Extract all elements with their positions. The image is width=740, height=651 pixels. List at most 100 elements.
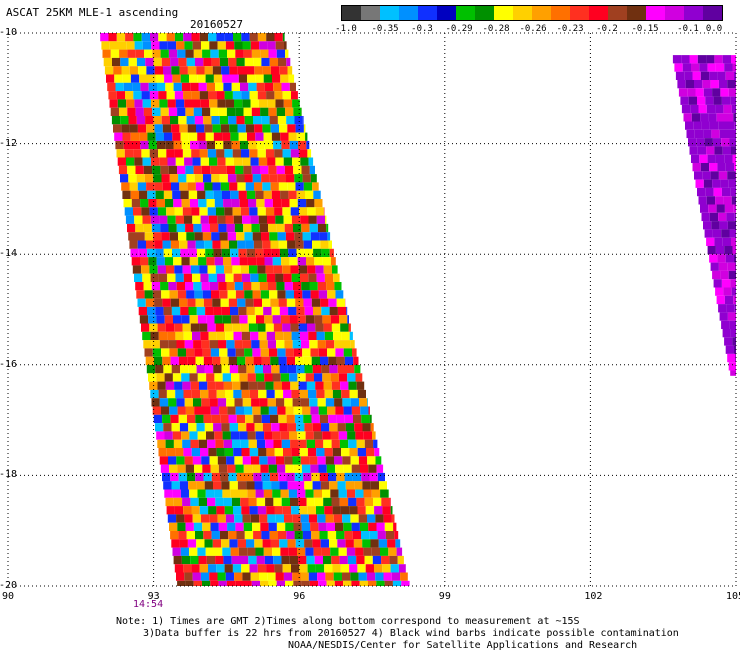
- data-cell: [271, 241, 279, 249]
- data-cell: [149, 83, 157, 91]
- data-cell: [349, 324, 351, 332]
- data-cell: [177, 581, 185, 586]
- data-cell: [228, 116, 236, 124]
- data-cell: [258, 91, 266, 99]
- data-cell: [719, 263, 727, 271]
- data-cell: [273, 315, 281, 323]
- data-cell: [185, 224, 193, 232]
- data-cell: [211, 348, 219, 356]
- data-cell: [227, 581, 235, 586]
- data-cell: [266, 207, 274, 215]
- data-cell: [356, 373, 363, 381]
- data-cell: [175, 332, 183, 340]
- data-cell: [166, 498, 174, 506]
- data-cell: [347, 548, 355, 556]
- data-cell: [728, 312, 736, 320]
- data-cell: [190, 141, 198, 149]
- data-cell: [192, 390, 200, 398]
- data-cell: [372, 548, 380, 556]
- data-cell: [304, 241, 312, 249]
- data-cell: [367, 456, 375, 464]
- data-cell: [252, 224, 260, 232]
- data-cell: [174, 141, 182, 149]
- data-cell: [353, 531, 361, 539]
- data-cell: [366, 506, 374, 514]
- data-cell: [706, 238, 714, 246]
- data-cell: [258, 149, 266, 157]
- data-cell: [277, 581, 285, 586]
- data-cell: [137, 58, 145, 66]
- data-cell: [139, 75, 147, 83]
- data-cell: [219, 523, 227, 531]
- data-cell: [224, 207, 232, 215]
- data-cell: [736, 354, 737, 362]
- data-cell: [184, 274, 192, 282]
- data-cell: [213, 307, 221, 315]
- data-cell: [266, 265, 274, 273]
- data-cell: [136, 166, 144, 174]
- data-cell: [230, 307, 238, 315]
- data-cell: [309, 514, 317, 522]
- data-cell: [729, 271, 736, 279]
- data-cell: [269, 290, 277, 298]
- data-cell: [250, 332, 258, 340]
- data-cell: [220, 58, 228, 66]
- data-cell: [179, 299, 187, 307]
- data-cell: [176, 216, 184, 224]
- data-cell: [312, 415, 320, 423]
- data-cell: [193, 41, 201, 49]
- data-cell: [694, 171, 702, 179]
- data-cell: [192, 216, 200, 224]
- data-cell: [399, 564, 406, 572]
- data-cell: [142, 33, 150, 41]
- data-cell: [686, 80, 694, 88]
- data-cell: [185, 282, 193, 290]
- data-cell: [146, 241, 154, 249]
- data-cell: [141, 149, 149, 157]
- data-cell: [289, 431, 297, 439]
- data-cell: [175, 506, 183, 514]
- data-cell: [182, 440, 190, 448]
- data-cell: [286, 531, 294, 539]
- data-cell: [256, 257, 264, 265]
- data-cell: [687, 130, 695, 138]
- data-cell: [251, 514, 259, 522]
- data-cell: [253, 290, 261, 298]
- data-cell: [332, 498, 340, 506]
- data-cell: [252, 108, 260, 116]
- data-cell: [313, 365, 321, 373]
- data-cell: [292, 99, 300, 107]
- data-cell: [174, 324, 182, 332]
- data-cell: [315, 382, 323, 390]
- data-cell: [279, 124, 287, 132]
- data-cell: [189, 307, 197, 315]
- data-cell: [185, 108, 193, 116]
- data-cell: [133, 149, 141, 157]
- data-cell: [216, 149, 224, 157]
- data-cell: [345, 473, 353, 481]
- data-cell: [320, 299, 328, 307]
- data-cell: [215, 440, 223, 448]
- data-cell: [266, 506, 274, 514]
- data-cell: [298, 199, 306, 207]
- data-cell: [326, 282, 334, 290]
- data-cell: [382, 506, 390, 514]
- data-cell: [187, 531, 195, 539]
- data-cell: [702, 213, 710, 221]
- data-cell: [283, 332, 291, 340]
- data-cell: [727, 122, 735, 130]
- data-cell: [321, 365, 329, 373]
- data-cell: [165, 141, 173, 149]
- data-cell: [713, 138, 721, 146]
- data-cell: [165, 431, 173, 439]
- data-cell: [228, 58, 236, 66]
- data-cell: [303, 531, 311, 539]
- data-cell: [289, 315, 297, 323]
- data-cell: [214, 548, 222, 556]
- y-tick-label: -12: [0, 138, 17, 149]
- data-cell: [371, 423, 374, 431]
- data-cell: [194, 465, 202, 473]
- data-cell: [267, 158, 275, 166]
- data-cell: [363, 423, 371, 431]
- data-cell: [296, 307, 304, 315]
